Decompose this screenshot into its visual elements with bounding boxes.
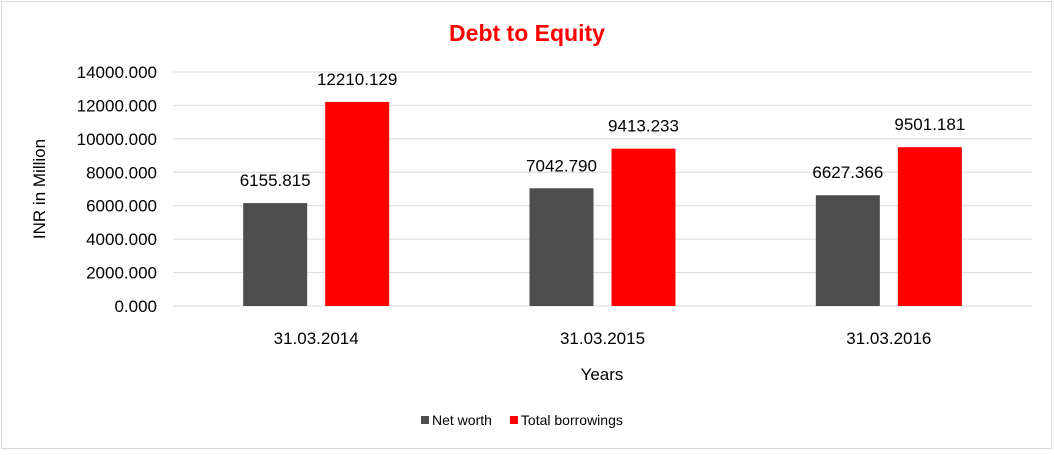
bar-total-borrowings: [897, 147, 962, 306]
data-label: 12210.129: [317, 70, 397, 89]
x-axis-tick-labels: 31.03.2014 31.03.2015 31.03.2016: [274, 329, 932, 348]
y-tick-label: 12000.000: [77, 96, 157, 115]
data-label: 6155.815: [240, 171, 311, 190]
y-tick-label: 6000.000: [86, 197, 157, 216]
data-label: 7042.790: [526, 156, 597, 175]
legend-swatch: [509, 416, 518, 424]
gridlines: [173, 71, 1032, 307]
legend-swatch: [421, 416, 429, 424]
bar-net-worth: [815, 195, 880, 306]
data-labels: 6155.815 12210.129 7042.790 9413.233 6627.36…: [240, 70, 966, 190]
y-tick-label: 4000.000: [86, 230, 157, 249]
bar-net-worth: [243, 203, 308, 306]
data-label: 9413.233: [608, 117, 679, 136]
y-axis-label: INR in Million: [30, 139, 49, 239]
bar-net-worth: [529, 188, 594, 306]
legend: Net worth Total borrowings: [421, 412, 623, 428]
x-tick-label: 31.03.2016: [846, 329, 931, 348]
y-tick-label: 0.000: [114, 297, 157, 316]
x-axis-label: Years: [581, 365, 624, 384]
data-label: 9501.181: [894, 115, 965, 134]
legend-label: Total borrowings: [521, 412, 623, 428]
x-tick-label: 31.03.2014: [274, 329, 359, 348]
bar-total-borrowings: [325, 101, 390, 306]
y-tick-label: 10000.000: [77, 130, 157, 149]
bars: [243, 101, 962, 306]
x-tick-label: 31.03.2015: [560, 329, 645, 348]
bar-total-borrowings: [611, 148, 676, 306]
legend-label: Net worth: [432, 412, 492, 428]
chart-title: Debt to Equity: [449, 20, 605, 46]
data-label: 6627.366: [812, 163, 883, 182]
y-axis-tick-labels: 0.000 2000.000 4000.000 6000.000 8000.000 100…: [77, 63, 157, 316]
y-tick-label: 2000.000: [86, 264, 157, 283]
y-tick-label: 8000.000: [86, 163, 157, 182]
y-tick-label: 14000.000: [77, 63, 157, 82]
